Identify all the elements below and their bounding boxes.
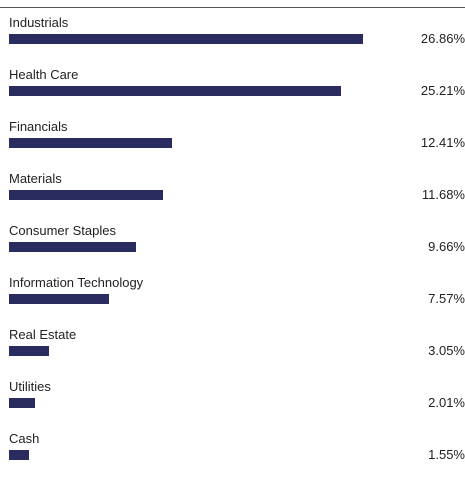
bar <box>9 450 29 460</box>
bar-row: Cash 1.55% <box>0 431 465 483</box>
bar-value-label: 25.21% <box>420 83 465 98</box>
sector-bar-chart: Industrials 26.86% Health Care 25.21% Financ… <box>0 15 465 462</box>
bar-label: Real Estate <box>9 327 77 342</box>
bar-value-label: 26.86% <box>420 31 465 46</box>
bar <box>9 398 35 408</box>
bar-label: Financials <box>9 119 68 134</box>
bar-label: Information Technology <box>9 275 144 290</box>
top-rule <box>0 7 465 8</box>
bar-row: Materials 11.68% <box>0 171 465 223</box>
bar-value-label: 2.01% <box>428 395 465 410</box>
bar-label: Cash <box>9 431 40 446</box>
bar <box>9 294 109 304</box>
bar-value-label: 9.66% <box>428 239 465 254</box>
bar-row: Real Estate 3.05% <box>0 327 465 379</box>
bar-label: Industrials <box>9 15 69 30</box>
bar <box>9 242 136 252</box>
bar <box>9 190 163 200</box>
bar-value-label: 12.41% <box>420 135 465 150</box>
bar-value-label: 11.68% <box>421 187 465 202</box>
bar-label: Health Care <box>9 67 79 82</box>
bar-label: Materials <box>9 171 62 186</box>
bar-row: Health Care 25.21% <box>0 67 465 119</box>
bar-row: Financials 12.41% <box>0 119 465 171</box>
bar-label: Consumer Staples <box>9 223 116 238</box>
bar-row: Industrials 26.86% <box>0 15 465 67</box>
bar-value-label: 3.05% <box>428 343 465 358</box>
bar-value-label: 1.55% <box>428 447 465 462</box>
bar <box>9 34 363 44</box>
bar <box>9 138 172 148</box>
bar-row: Consumer Staples 9.66% <box>0 223 465 275</box>
bar-value-label: 7.57% <box>428 291 465 306</box>
bar-label: Utilities <box>9 379 51 394</box>
bar <box>9 346 49 356</box>
bar-row: Information Technology 7.57% <box>0 275 465 327</box>
bar-row: Utilities 2.01% <box>0 379 465 431</box>
bar <box>9 86 341 96</box>
